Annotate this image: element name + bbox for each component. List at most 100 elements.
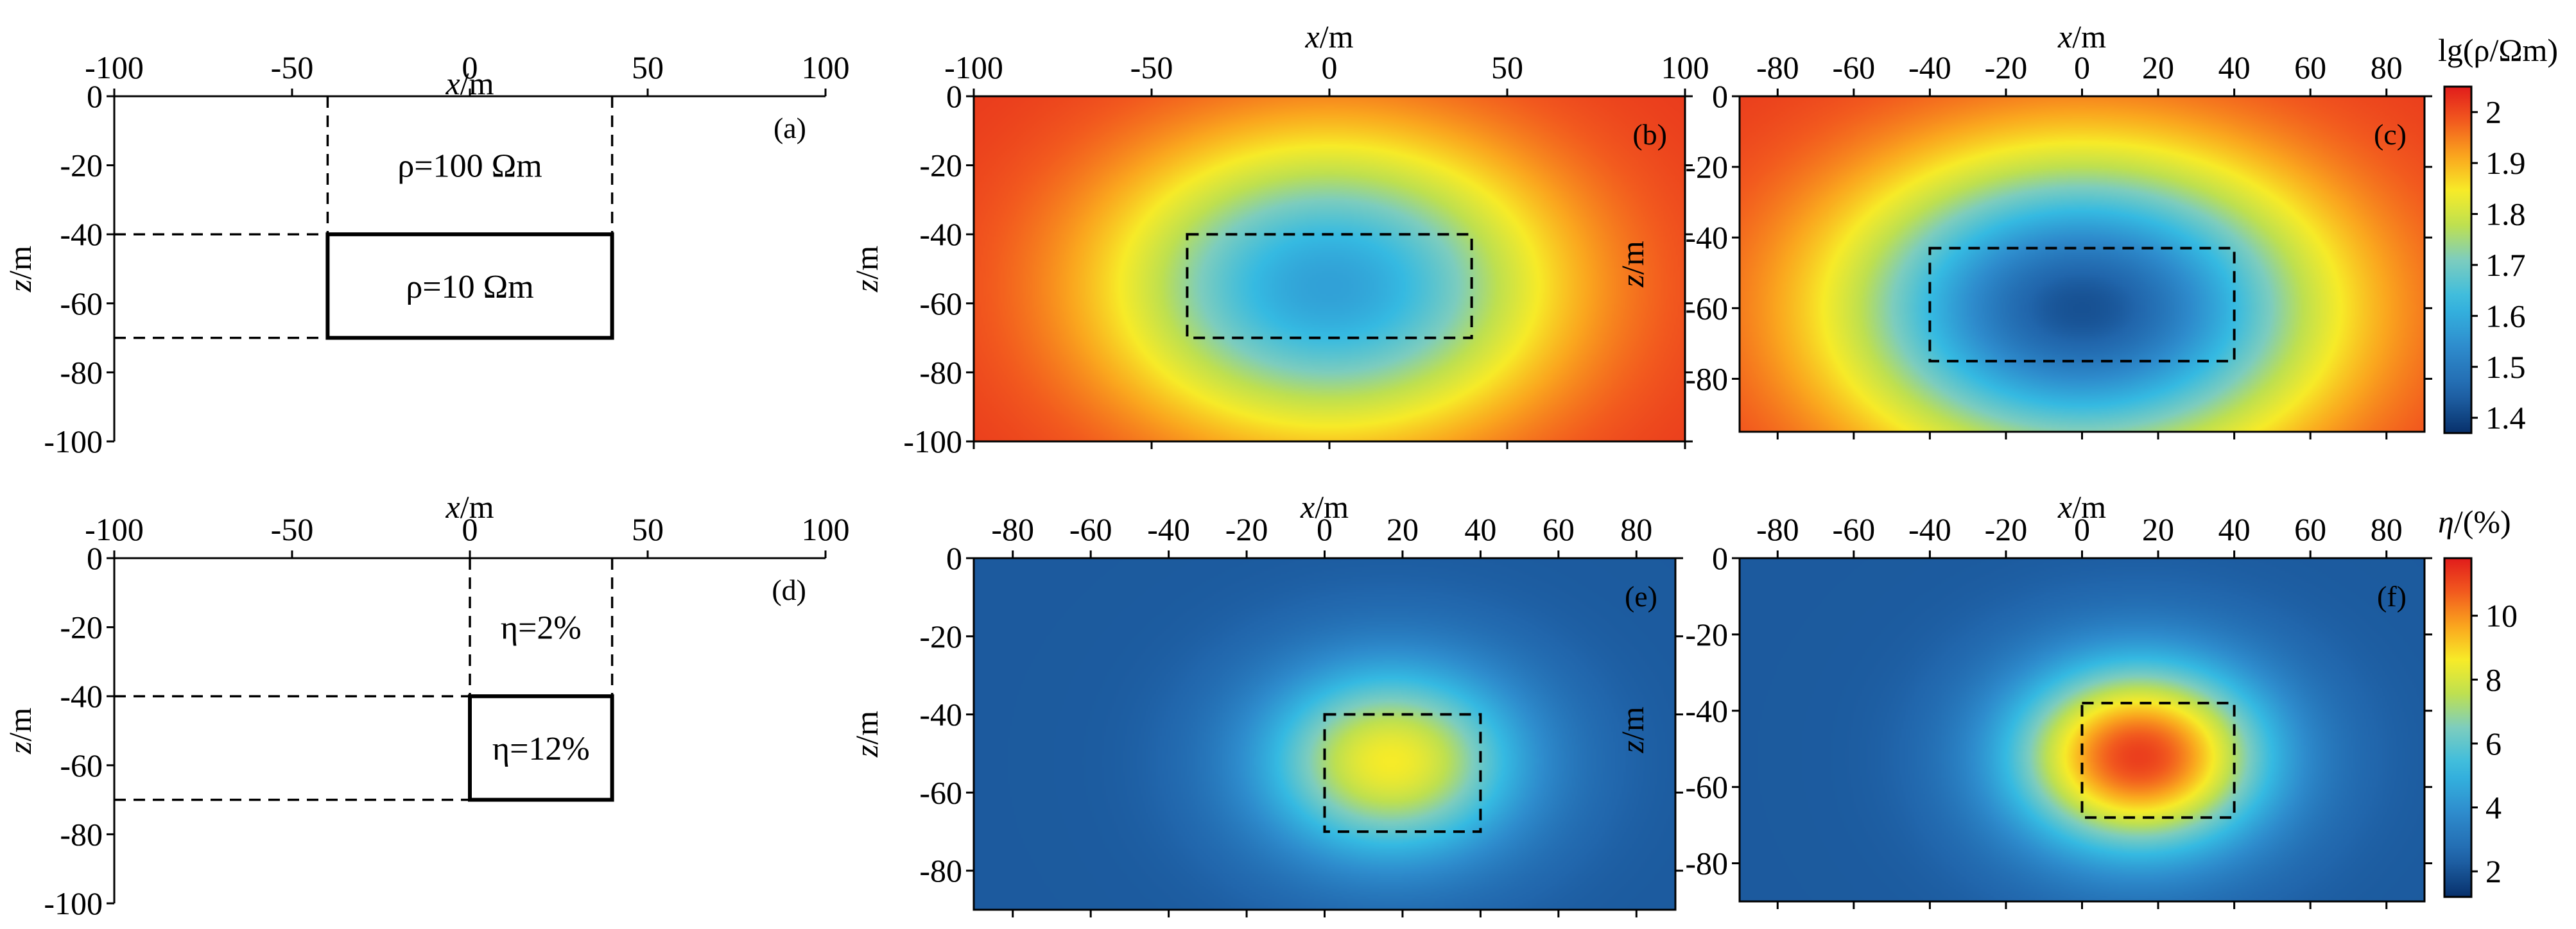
x-tick-label: -20 <box>1985 49 2028 85</box>
anomaly-box <box>468 694 614 802</box>
colorbar-tick-label: 8 <box>2485 661 2502 697</box>
z-tick-label: -40 <box>1685 219 1728 255</box>
x-tick-label: 0 <box>2074 511 2090 547</box>
z-tick-label: -40 <box>919 216 962 252</box>
z-tick-label: -20 <box>1685 617 1728 652</box>
colorbar-tick-label: 2 <box>2485 94 2502 130</box>
x-tick-label: -100 <box>944 49 1003 85</box>
x-axis-title: x/m <box>1300 489 1349 525</box>
z-axis-title: z/m <box>2 708 38 754</box>
z-axis-title: z/m <box>849 246 885 293</box>
anomaly-dashed-box <box>1323 713 1482 833</box>
colorbar <box>2443 85 2473 434</box>
x-tick-label: -40 <box>1908 511 1951 547</box>
x-axis-title: x/m <box>2057 19 2106 55</box>
heatmap-image <box>1740 96 2425 432</box>
panel-label: (b) <box>1632 118 1667 151</box>
colorbar-tick-label: 1.9 <box>2485 145 2526 181</box>
z-tick-label: -80 <box>60 354 103 390</box>
x-tick-label: 20 <box>2142 511 2174 547</box>
colorbar-tick-label: 1.6 <box>2485 298 2526 334</box>
colorbar <box>2443 557 2473 898</box>
colorbar-tick-label: 1.7 <box>2485 247 2526 283</box>
colorbar-label: lg(ρ/Ωm) <box>2438 32 2558 68</box>
x-axis-title: x/m <box>2057 489 2106 525</box>
z-tick-label: -40 <box>60 678 103 714</box>
x-tick-label: -40 <box>1147 511 1190 547</box>
anomaly-label: ρ=10 Ωm <box>406 269 533 305</box>
z-tick-label: -60 <box>60 747 103 783</box>
x-tick-label: 100 <box>1661 49 1709 85</box>
x-tick-label: 0 <box>2074 49 2090 85</box>
z-axis-title: z/m <box>849 711 885 758</box>
x-tick-label: 50 <box>632 511 664 547</box>
x-tick-label: 40 <box>1464 511 1496 547</box>
z-tick-label: -80 <box>60 816 103 852</box>
z-tick-label: -100 <box>903 423 962 459</box>
x-tick-label: 0 <box>1317 511 1333 547</box>
z-tick-label: -60 <box>1685 769 1728 805</box>
x-tick-label: 80 <box>1620 511 1652 547</box>
x-tick-label: -100 <box>85 511 144 547</box>
x-tick-label: 20 <box>2142 49 2174 85</box>
x-tick-label: 80 <box>2371 49 2403 85</box>
z-axis-title: z/m <box>1614 706 1650 753</box>
z-tick-label: -20 <box>1685 149 1728 185</box>
x-tick-label: -40 <box>1908 49 1951 85</box>
x-tick-label: -50 <box>271 49 314 85</box>
z-tick-label: -40 <box>1685 693 1728 729</box>
colorbar-tick-label: 4 <box>2485 790 2502 826</box>
x-tick-label: 50 <box>632 49 664 85</box>
z-axis-title: z/m <box>2 246 38 293</box>
z-tick-label: -100 <box>44 885 103 921</box>
x-tick-label: 20 <box>1387 511 1419 547</box>
heatmap-image <box>974 96 1685 441</box>
colorbar-tick-label: 6 <box>2485 726 2502 762</box>
x-tick-label: 40 <box>2218 49 2251 85</box>
z-tick-label: -80 <box>919 354 962 390</box>
x-tick-label: 80 <box>2371 511 2403 547</box>
z-tick-label: -20 <box>919 148 962 183</box>
panel-label: (f) <box>2377 580 2407 613</box>
z-tick-label: -40 <box>60 216 103 252</box>
x-tick-label: 0 <box>1322 49 1338 85</box>
anomaly-label: η=12% <box>492 731 590 767</box>
colorbar-tick-label: 1.5 <box>2485 349 2526 385</box>
z-tick-label: -60 <box>60 286 103 321</box>
x-tick-label: 60 <box>2294 49 2326 85</box>
panel-label: (d) <box>772 574 806 606</box>
heatmap-image-layer <box>974 85 2473 910</box>
line-layer <box>107 89 2478 917</box>
z-tick-label: -60 <box>919 774 962 810</box>
z-tick-label: 0 <box>1712 540 1728 576</box>
z-tick-label: 0 <box>87 78 103 114</box>
x-tick-label: -80 <box>1756 511 1799 547</box>
x-tick-label: -50 <box>1130 49 1173 85</box>
text-layer: ρ=100 Ωm ρ=10 Ωm (a) -100 -50 0 50 100 0 -20 -40 -6… <box>2 19 2558 921</box>
x-tick-label: 100 <box>802 511 850 547</box>
z-tick-label: 0 <box>87 540 103 576</box>
x-axis-title: x/m <box>445 65 494 101</box>
colorbar-tick-label: 1.8 <box>2485 196 2526 232</box>
z-tick-label: -100 <box>44 423 103 459</box>
x-tick-label: 40 <box>2218 511 2251 547</box>
x-tick-label: -20 <box>1225 511 1268 547</box>
panel-label: (a) <box>774 112 806 144</box>
x-tick-label: 60 <box>2294 511 2326 547</box>
x-tick-label: -60 <box>1069 511 1112 547</box>
x-tick-label: 0 <box>462 511 478 547</box>
colorbar-tick-label: 1.4 <box>2485 400 2526 436</box>
background-label: ρ=100 Ωm <box>397 148 542 185</box>
x-tick-label: -80 <box>991 511 1034 547</box>
z-tick-label: -20 <box>60 148 103 183</box>
panel-label: (c) <box>2374 118 2407 151</box>
anomaly-dashed-box <box>1928 246 2236 362</box>
x-tick-label: 60 <box>1543 511 1575 547</box>
anomaly-dashed-box <box>1186 233 1473 339</box>
z-tick-label: 0 <box>946 540 962 576</box>
x-tick-label: 50 <box>1491 49 1523 85</box>
x-tick-label: -100 <box>85 49 144 85</box>
colorbar-label: η/(%) <box>2438 504 2511 540</box>
x-tick-label: -60 <box>1833 49 1876 85</box>
